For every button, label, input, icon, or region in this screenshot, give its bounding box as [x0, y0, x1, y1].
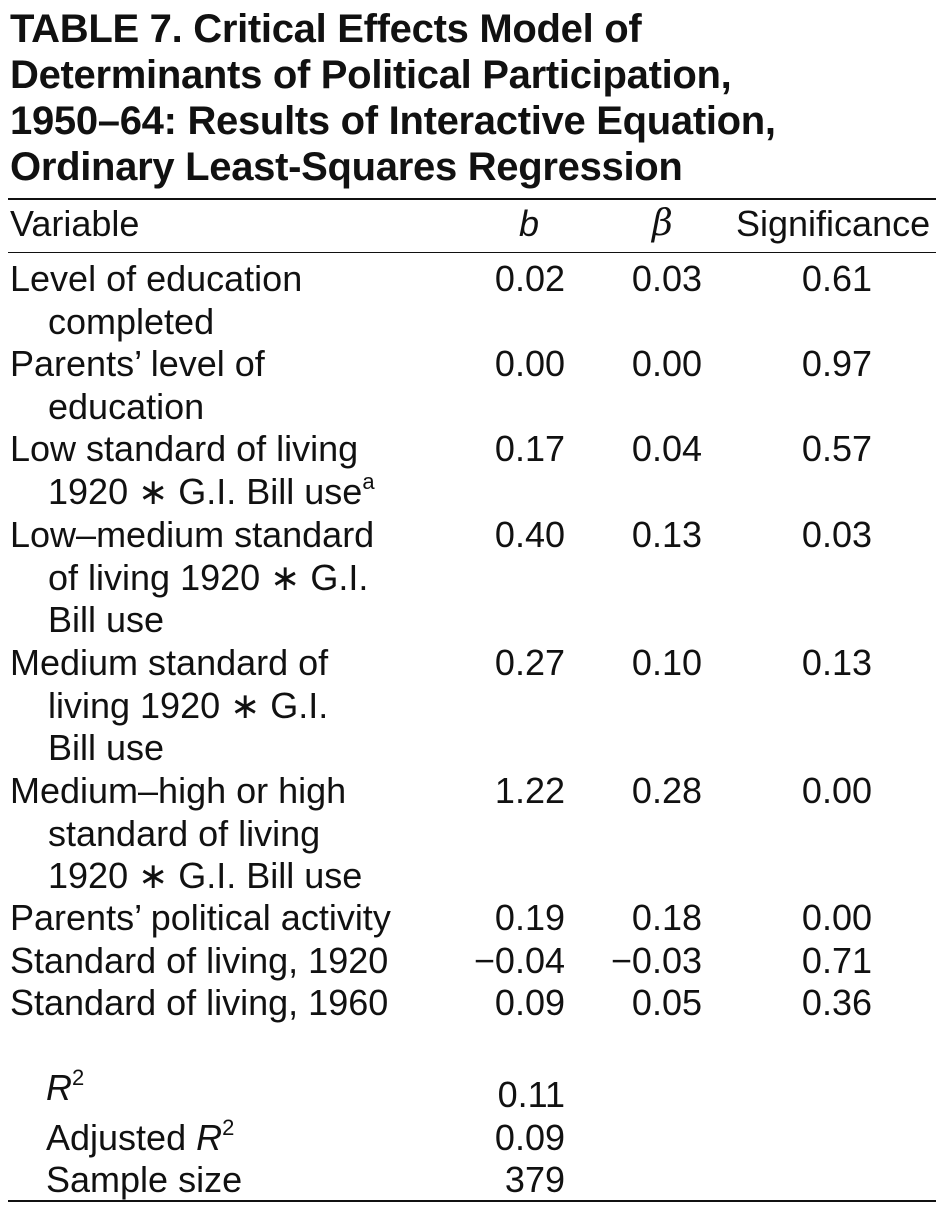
- adjusted-r-squared-label: Adjusted R2: [46, 1117, 234, 1160]
- b-value: 0.00: [494, 343, 565, 384]
- bottom-rule: [8, 1200, 936, 1202]
- variable-label: Standard of living, 1960: [10, 982, 430, 1025]
- variable-line: Standard of living, 1960: [10, 982, 389, 1023]
- superscript: 2: [72, 1065, 85, 1090]
- header-variable: Variable: [10, 203, 140, 244]
- b-value: −0.04: [473, 940, 565, 981]
- variable-line: Low standard of living: [10, 428, 359, 469]
- variable-line: Low–medium standard: [10, 514, 375, 555]
- header-rule: [8, 252, 936, 253]
- beta-value: 0.00: [631, 343, 702, 384]
- significance-value: 0.00: [801, 770, 872, 811]
- title-line: 1950–64: Results of Interactive Equation…: [10, 99, 776, 143]
- b-value: 0.17: [494, 428, 565, 469]
- significance-value: 0.97: [801, 343, 872, 384]
- variable-line: Standard of living, 1920: [10, 940, 389, 981]
- variable-label: Low standard of living 1920 ∗ G.I. Bill …: [10, 428, 430, 513]
- table-title: TABLE 7. Critical Effects Model of Deter…: [10, 6, 940, 190]
- b-value: 0.40: [494, 514, 565, 555]
- variable-label: Medium–high or high standard of living 1…: [10, 770, 430, 898]
- title-line: Determinants of Political Participation,: [10, 53, 732, 97]
- significance-value: 0.36: [801, 982, 872, 1023]
- title-line: Ordinary Least-Squares Regression: [10, 145, 683, 189]
- beta-value: 0.03: [631, 258, 702, 299]
- variable-line: living 1920 ∗ G.I.: [48, 684, 329, 726]
- beta-value: −0.03: [610, 940, 702, 981]
- header-significance: Significance: [736, 203, 931, 244]
- b-value: 1.22: [494, 770, 565, 811]
- b-value: 0.02: [494, 258, 565, 299]
- significance-value: 0.00: [801, 897, 872, 938]
- sample-size-value: 379: [504, 1159, 565, 1200]
- title-line: TABLE 7. Critical Effects Model of: [10, 7, 642, 51]
- header-beta: β: [652, 203, 673, 244]
- variable-line: Level of education: [10, 258, 303, 299]
- r-symbol: R: [196, 1117, 223, 1158]
- variable-line: of living 1920 ∗ G.I.: [48, 556, 369, 598]
- top-rule: [8, 198, 936, 200]
- sample-size-label: Sample size: [46, 1159, 243, 1200]
- beta-value: 0.28: [631, 770, 702, 811]
- variable-line: Bill use: [48, 727, 165, 768]
- superscript: 2: [222, 1115, 235, 1140]
- variable-line: 1920 ∗ G.I. Bill usea: [10, 468, 430, 514]
- variable-label: Standard of living, 1920: [10, 940, 430, 983]
- variable-line-text: 1920 ∗ G.I. Bill use: [48, 470, 363, 512]
- variable-line: Medium–high or high: [10, 770, 347, 811]
- variable-line: Medium standard of: [10, 642, 329, 683]
- b-value: 0.09: [494, 982, 565, 1023]
- variable-label: Low–medium standard of living 1920 ∗ G.I…: [10, 514, 430, 642]
- variable-line: completed: [48, 300, 215, 342]
- significance-value: 0.03: [801, 514, 872, 555]
- variable-label: Medium standard of living 1920 ∗ G.I. Bi…: [10, 642, 430, 770]
- variable-line: education: [48, 385, 205, 427]
- variable-label: Level of education completed: [10, 258, 430, 343]
- adjusted-r-squared-value: 0.09: [494, 1117, 565, 1158]
- header-b: b: [519, 203, 540, 244]
- b-value: 0.27: [494, 642, 565, 683]
- variable-line: Parents’ level of: [10, 343, 265, 384]
- significance-value: 0.57: [801, 428, 872, 469]
- beta-value: 0.10: [631, 642, 702, 683]
- r-squared-label: R2: [46, 1067, 84, 1110]
- beta-value: 0.13: [631, 514, 702, 555]
- significance-value: 0.13: [801, 642, 872, 683]
- adjusted-prefix: Adjusted: [46, 1117, 197, 1158]
- r-squared-value: 0.11: [497, 1074, 565, 1115]
- variable-line: standard of living: [48, 812, 321, 854]
- r-symbol: R: [46, 1067, 72, 1108]
- beta-value: 0.18: [631, 897, 702, 938]
- variable-line: 1920 ∗ G.I. Bill use: [48, 855, 363, 896]
- b-value: 0.19: [494, 897, 565, 938]
- footnote-marker: a: [362, 468, 375, 494]
- variable-line: Bill use: [48, 599, 165, 640]
- variable-line: Parents’ political activity: [10, 897, 391, 938]
- significance-value: 0.71: [801, 940, 872, 981]
- significance-value: 0.61: [801, 258, 872, 299]
- variable-label: Parents’ level of education: [10, 343, 430, 428]
- beta-value: 0.04: [631, 428, 702, 469]
- beta-value: 0.05: [631, 982, 702, 1023]
- variable-label: Parents’ political activity: [10, 897, 430, 940]
